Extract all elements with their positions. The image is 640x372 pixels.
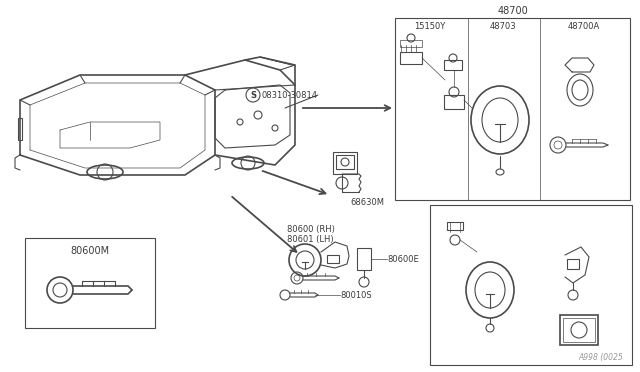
Bar <box>430 205 632 365</box>
Text: 48700: 48700 <box>497 6 528 16</box>
Bar <box>400 40 422 47</box>
Bar <box>444 60 462 70</box>
Text: A998 (0025: A998 (0025 <box>578 353 623 362</box>
Bar <box>333 152 357 174</box>
Bar <box>400 52 422 64</box>
Text: 80600E: 80600E <box>387 254 419 263</box>
Bar <box>560 315 598 345</box>
Bar <box>336 155 354 169</box>
Text: 80600 (RH): 80600 (RH) <box>287 225 335 234</box>
Text: 15150Y: 15150Y <box>414 22 445 31</box>
Text: S: S <box>250 90 256 99</box>
Bar <box>327 255 339 263</box>
Text: 80010S: 80010S <box>340 291 372 299</box>
Text: 48700A: 48700A <box>568 22 600 31</box>
Bar <box>357 248 371 270</box>
Bar <box>18 118 22 140</box>
Text: 08310-30814: 08310-30814 <box>262 90 318 99</box>
Text: 48703: 48703 <box>490 22 516 31</box>
Bar <box>567 259 579 269</box>
Text: 80601 (LH): 80601 (LH) <box>287 235 333 244</box>
Bar <box>395 18 630 200</box>
Bar <box>444 95 464 109</box>
Bar <box>447 222 463 230</box>
Bar <box>563 318 595 342</box>
Text: 80600M: 80600M <box>70 246 109 256</box>
Bar <box>25 238 155 328</box>
Text: 68630M: 68630M <box>350 198 384 207</box>
